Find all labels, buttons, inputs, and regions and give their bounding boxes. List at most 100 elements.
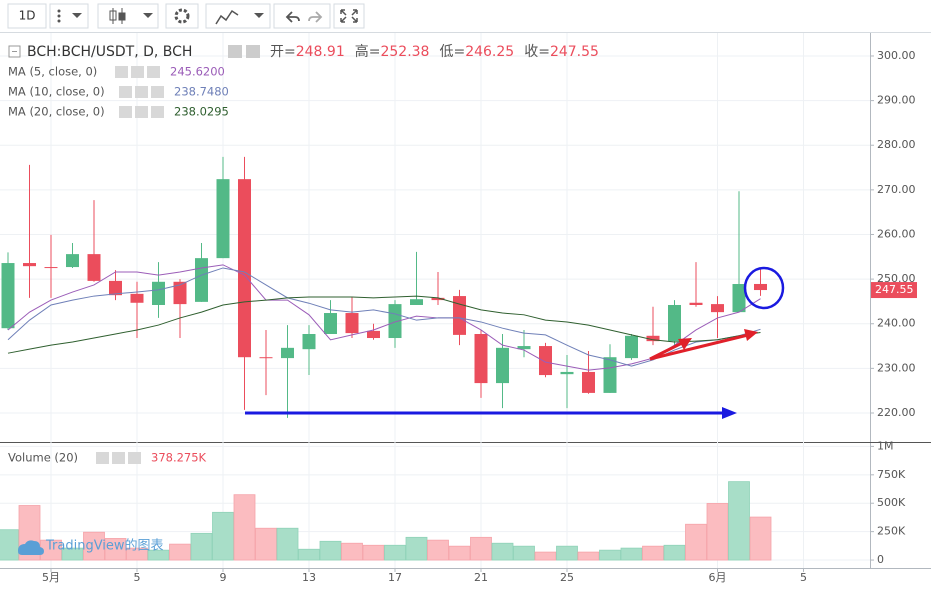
candle-body	[603, 357, 617, 393]
candle-body	[711, 304, 724, 313]
legend-button[interactable]	[128, 452, 141, 464]
ohlc-label: 开=	[270, 44, 296, 60]
ma-legend-name: MA (10, close, 0)	[8, 85, 105, 99]
y-tick-label: 0	[877, 553, 884, 566]
undo-redo-button[interactable]	[273, 3, 331, 29]
volume-bar	[233, 494, 256, 561]
symbol-buttons	[228, 45, 260, 58]
undo-icon	[285, 11, 300, 23]
watermark-logo	[18, 540, 44, 555]
legend-button[interactable]	[151, 86, 164, 98]
volume-bar	[706, 503, 729, 561]
blue-arrowhead	[722, 407, 737, 419]
candle-body	[152, 281, 165, 305]
caret-icon	[254, 13, 264, 18]
y-tick-label: 500K	[877, 496, 906, 509]
legend-button[interactable]	[135, 106, 148, 118]
y-tick-label: 250.00	[877, 272, 916, 285]
y-tick-label: 250K	[877, 525, 906, 538]
x-tick-label: 5	[800, 571, 807, 584]
candle-body	[109, 280, 122, 296]
candle-body	[66, 254, 79, 268]
volume-bar	[620, 547, 643, 561]
ma-legend-value: 238.0295	[174, 105, 229, 119]
candle-body	[281, 347, 294, 359]
volume-bar	[448, 545, 471, 561]
x-tick-label: 6月	[709, 571, 727, 584]
volume-bar	[663, 544, 686, 561]
y-tick-label: 260.00	[877, 227, 916, 240]
volume-bar	[577, 551, 600, 561]
candle-body	[625, 335, 638, 359]
legend-button[interactable]	[115, 66, 128, 78]
ohlc-value: 248.91	[296, 44, 345, 60]
ma-line	[7, 267, 761, 367]
legend-button[interactable]	[151, 106, 164, 118]
red-arrow-line	[649, 333, 749, 361]
candle-body	[238, 179, 251, 358]
y-tick-label: 290.00	[877, 94, 916, 107]
candle-body	[754, 283, 767, 291]
volume-bar	[298, 548, 320, 561]
candle-body	[173, 281, 187, 305]
candle-body	[302, 334, 316, 350]
candle-body	[453, 296, 466, 335]
volume-bar	[190, 532, 213, 561]
volume-bar	[126, 547, 148, 561]
candle-body	[23, 263, 36, 267]
legend-button[interactable]	[147, 66, 160, 78]
candle-body	[517, 346, 531, 350]
volume-bar	[61, 547, 84, 561]
candle-body	[130, 293, 144, 303]
x-tick-label: 5月	[42, 571, 60, 584]
ma-legend-value: 238.7480	[174, 85, 229, 99]
y-tick-label: 1M	[877, 439, 894, 452]
volume-bar	[0, 529, 19, 561]
toolbar: 1D	[0, 3, 931, 33]
settings-button[interactable]	[246, 45, 260, 58]
eye-button[interactable]	[228, 45, 242, 58]
ohlc-value: 246.25	[465, 44, 514, 60]
candle-body	[582, 371, 595, 393]
volume-bar	[384, 544, 406, 561]
y-tick-label: 270.00	[877, 183, 916, 196]
candle-body	[87, 254, 101, 281]
settings-button[interactable]	[165, 3, 199, 29]
interval-label: 1D	[19, 9, 36, 23]
y-tick-label: 300.00	[877, 49, 916, 62]
blue-circle	[743, 266, 785, 310]
ohlc-value: 252.38	[380, 44, 429, 60]
y-tick-label: 280.00	[877, 138, 916, 151]
candle-body	[496, 347, 509, 384]
caret-icon	[143, 13, 153, 18]
volume-bar	[491, 542, 514, 561]
legend-button[interactable]	[119, 86, 132, 98]
candle-body	[1, 263, 15, 329]
candle-body	[668, 304, 681, 342]
gear-icon	[174, 8, 190, 24]
candle-body	[689, 302, 703, 305]
legend: BCH:BCH/USDT, D, BCH 开=248.91 高=252.38 低=2…	[8, 43, 599, 465]
ma-legend-value: 245.6200	[170, 65, 225, 79]
x-tick-label: 13	[302, 571, 316, 584]
volume-bar	[427, 539, 449, 561]
fullscreen-icon	[340, 9, 358, 23]
candle-body	[44, 267, 58, 269]
volume-bar	[599, 549, 621, 561]
legend-button[interactable]	[96, 452, 109, 464]
redo-icon	[308, 11, 323, 23]
interval-button[interactable]	[7, 3, 47, 29]
candle-body	[195, 258, 208, 302]
menu-button[interactable]	[49, 3, 89, 29]
legend-button[interactable]	[112, 452, 125, 464]
legend-button[interactable]	[135, 86, 148, 98]
fullscreen-button[interactable]	[333, 3, 365, 29]
volume-bar	[104, 538, 127, 561]
candle-body	[324, 313, 337, 335]
candle-icon	[109, 8, 126, 24]
legend-button[interactable]	[131, 66, 144, 78]
x-tick-label: 25	[560, 571, 574, 584]
legend-button[interactable]	[119, 106, 132, 118]
ohlc-label: 收=	[524, 44, 550, 60]
